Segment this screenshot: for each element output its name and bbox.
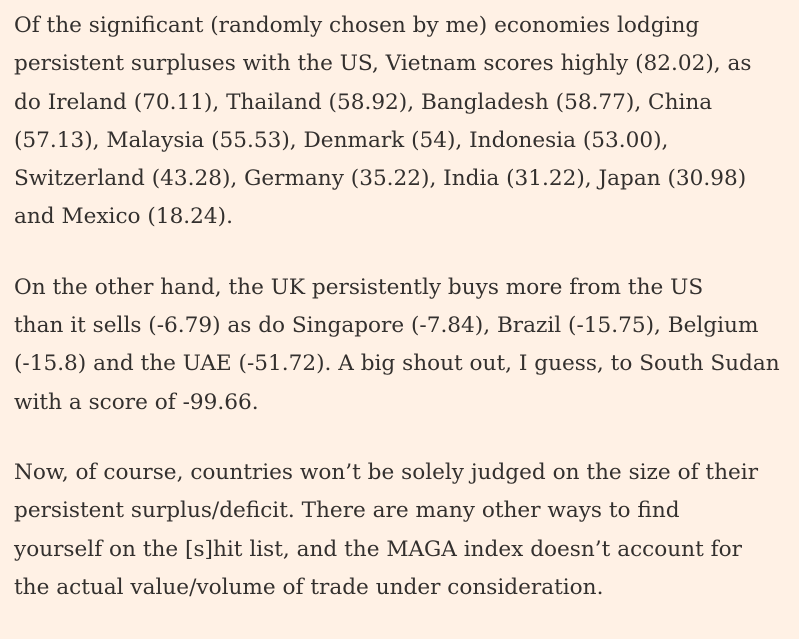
article-body: Of the significant (randomly chosen by m… bbox=[14, 7, 789, 639]
text-line: persistent surplus/deficit. There are ma… bbox=[14, 498, 680, 524]
paragraph-caveats: Now, of course, countries won’t be solel… bbox=[14, 454, 789, 607]
text-line: Now, of course, countries won’t be solel… bbox=[14, 459, 759, 485]
text-line: Of the significant (randomly chosen by m… bbox=[14, 13, 700, 38]
paragraph-surplus-economies: Of the significant (randomly chosen by m… bbox=[14, 7, 789, 237]
text-line: persistent surpluses with the US, Vietna… bbox=[14, 51, 752, 77]
text-line: the actual value/volume of trade under c… bbox=[14, 574, 604, 600]
text-line: than it sells (-6.79) as do Singapore (-… bbox=[14, 313, 759, 339]
text-line: yourself on the [s]hit list, and the MAG… bbox=[14, 536, 742, 562]
text-line: (57.13), Malaysia (55.53), Denmark (54),… bbox=[14, 127, 669, 153]
text-line: and Mexico (18.24). bbox=[14, 204, 233, 230]
paragraph-deficit-economies: On the other hand, the UK persistently b… bbox=[14, 269, 789, 422]
text-line: On the other hand, the UK persistently b… bbox=[14, 274, 704, 300]
text-line: (-15.8) and the UAE (-51.72). A big shou… bbox=[14, 351, 780, 377]
text-line: Switzerland (43.28), Germany (35.22), In… bbox=[14, 166, 747, 192]
text-line: with a score of -99.66. bbox=[14, 389, 259, 415]
text-line: do Ireland (70.11), Thailand (58.92), Ba… bbox=[14, 89, 713, 115]
